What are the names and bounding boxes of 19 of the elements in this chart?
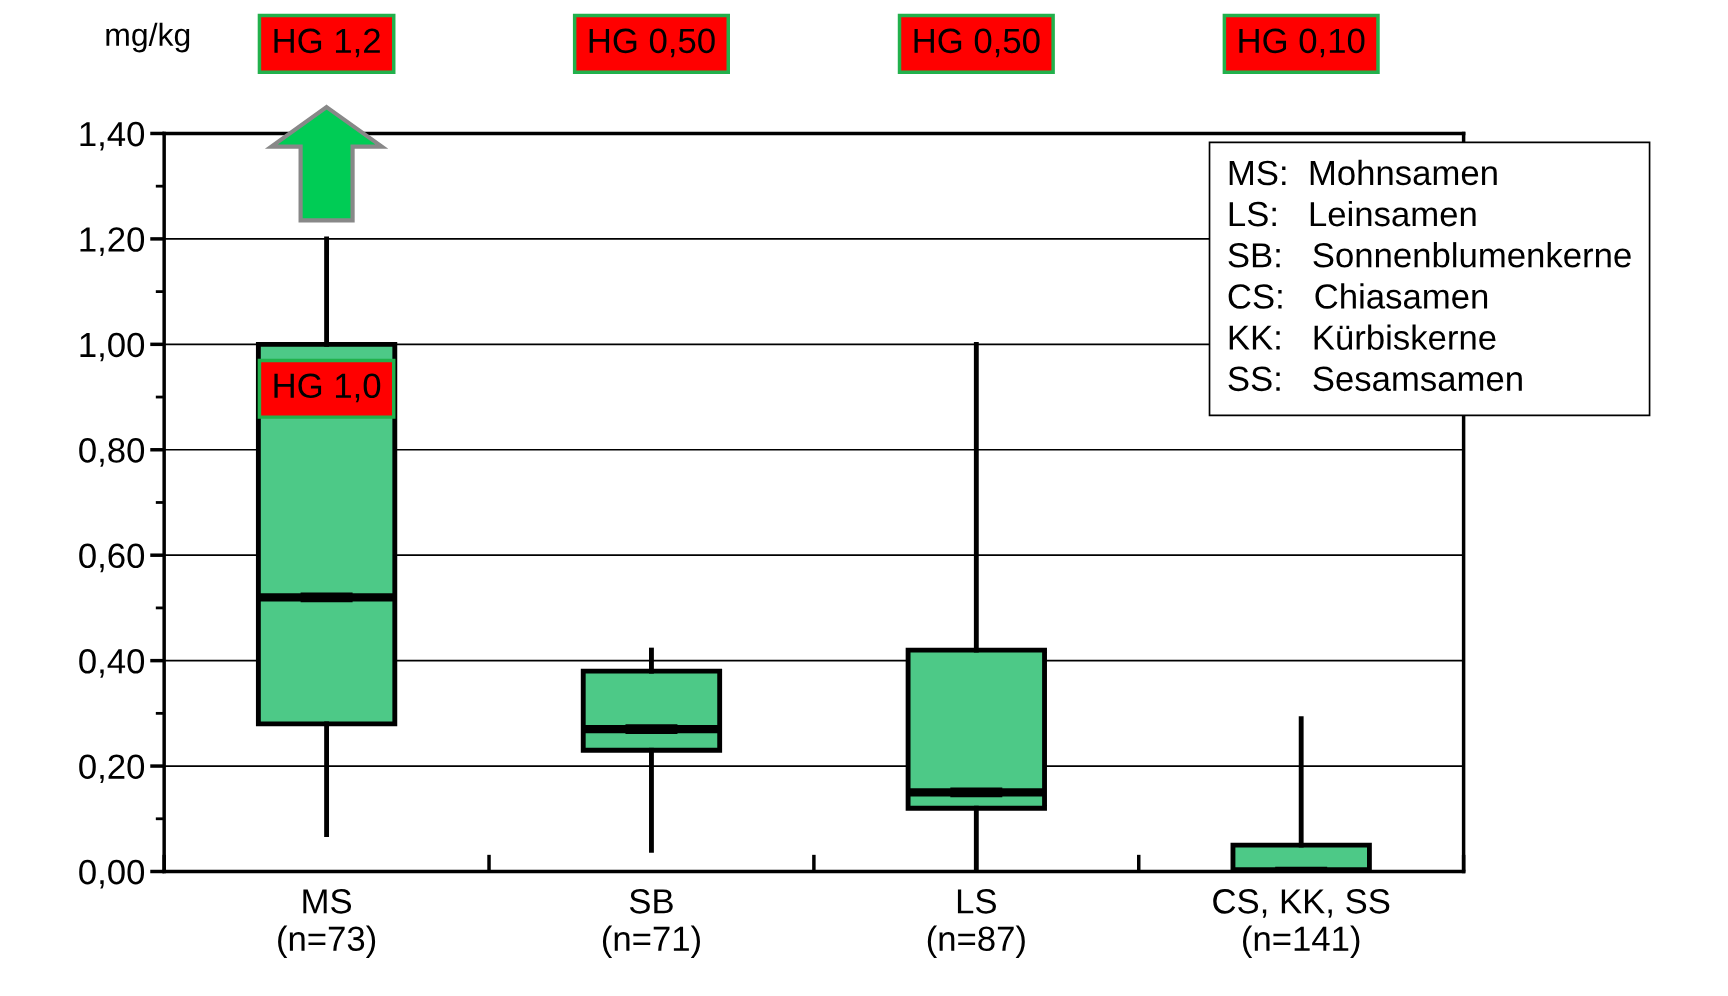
annotation: MS: Mohnsamen LS: Leinsamen SB: Sonnenblumenkerne CS: Chiasamen KK: Kürbiskerne SS: Sesamsamen [1228,159,1631,392]
y-tick-label: 0,60 [79,543,145,573]
x-tick-label: SB (n=71) [602,889,700,958]
x-tick-label: CS, KK, SS (n=141) [1213,889,1390,958]
text: HG 1,2 [274,28,380,58]
y-tick-label: 1,00 [80,332,145,362]
text: HG 0,10 [1239,28,1365,58]
y-tick-label: 1,20 [80,227,145,256]
x-tick-label: LS (n=87) [927,889,1025,958]
annotation: HG 1,0 [274,373,381,403]
y-tick-label: 0,40 [79,648,145,678]
text: HG 0,50 [589,28,715,58]
text: HG 0,50 [914,28,1040,58]
y-tick-label: 1,40 [80,121,145,151]
y-tick-label: 0,00 [79,859,145,889]
y-tick-label: 0,20 [79,754,145,784]
x-tick-label: MS (n=73) [278,889,376,958]
y-axis-title: mg/kg [106,22,190,53]
y-tick-label: 0,80 [79,438,145,467]
